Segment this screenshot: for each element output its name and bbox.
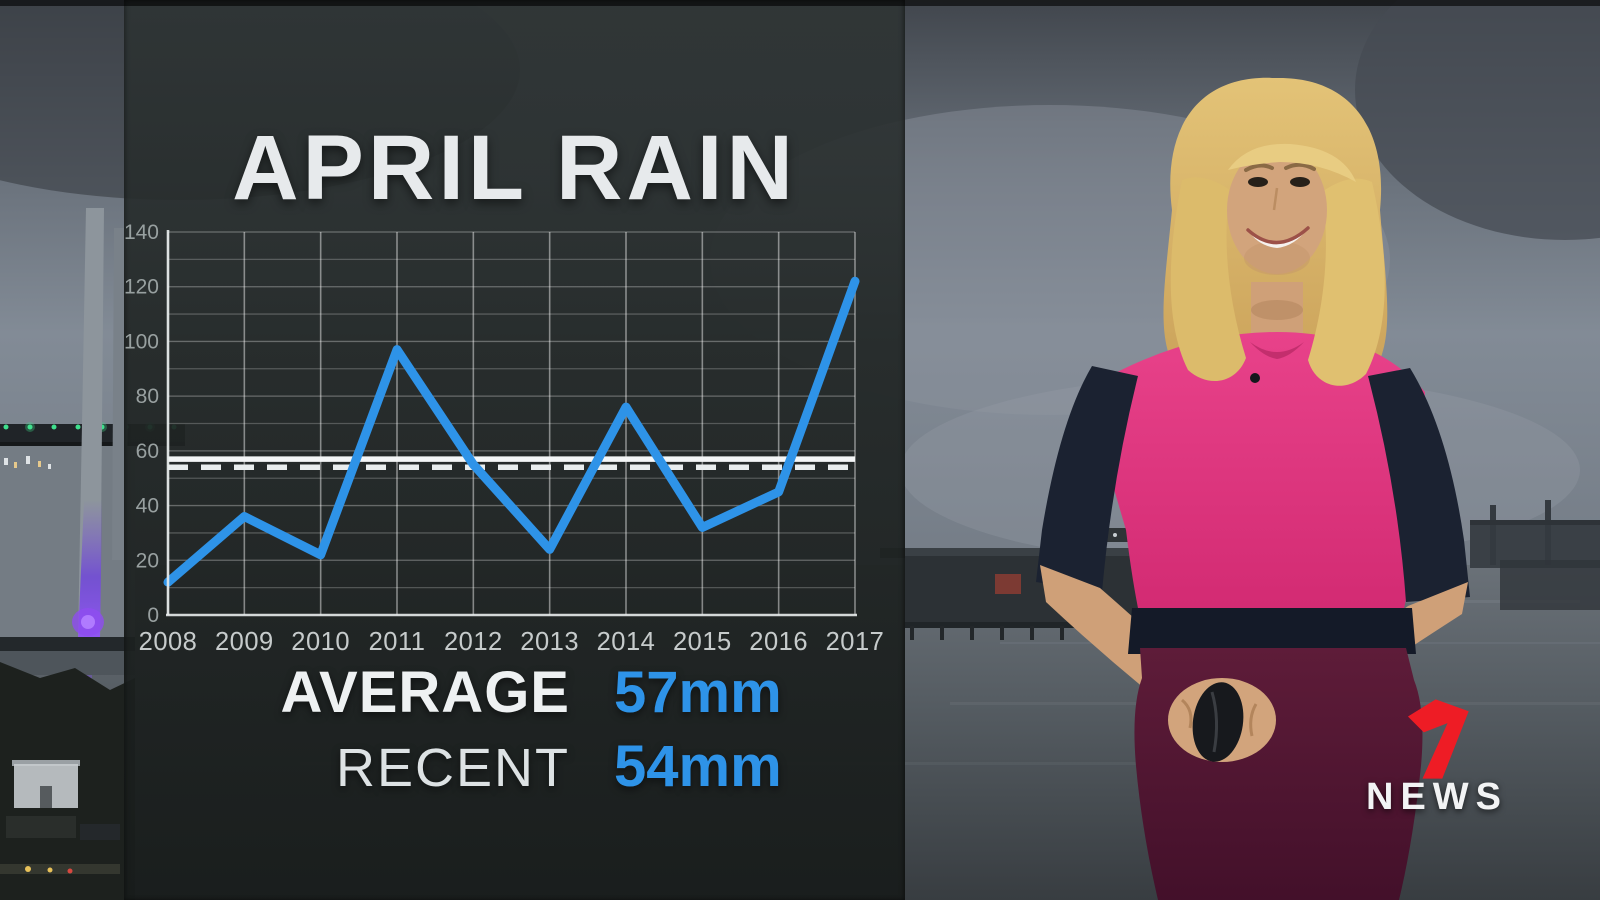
x-tick-label: 2015 <box>673 628 732 656</box>
purple-light-core <box>81 615 95 629</box>
average-label: AVERAGE <box>280 660 570 725</box>
y-tick-label: 60 <box>136 440 159 463</box>
y-tick-label: 80 <box>136 385 159 408</box>
skirt-waistband <box>1128 608 1416 654</box>
x-tick-label: 2011 <box>369 628 426 656</box>
average-value: 57mm <box>614 660 782 725</box>
y-tick-label: 40 <box>136 495 159 518</box>
weather-graphic-panel <box>124 0 905 900</box>
fingers <box>1180 698 1258 737</box>
y-tick-label: 120 <box>124 276 159 299</box>
rain-chart: 0 20 40 60 80 100 120 140 2008 2009 2010 2011 2012 20… <box>124 218 884 668</box>
seven-news-logo: NEWS <box>1352 672 1522 822</box>
rain-line-chart: 0 20 40 60 80 100 120 140 2008 2009 2010 2011 2012 20… <box>124 221 884 656</box>
clicker-highlight <box>1210 691 1219 753</box>
left-eye <box>1248 177 1268 187</box>
presenter-hair-left <box>1170 177 1246 382</box>
jaw-shading <box>1244 241 1310 275</box>
average-row: AVERAGE 57mm <box>124 664 905 722</box>
presenter-hair-right <box>1308 178 1385 386</box>
presenter-left-sleeve <box>1036 366 1138 592</box>
x-tick-label: 2009 <box>215 628 274 656</box>
foreground-shore <box>0 662 135 900</box>
eyebrows <box>1244 162 1316 172</box>
rain-stats: AVERAGE 57mm RECENT 54mm <box>124 664 905 796</box>
storm-cloud-right <box>1355 0 1600 240</box>
seven-glyph <box>1407 699 1469 779</box>
seven-network-7-icon <box>1404 694 1470 780</box>
x-tick-label: 2014 <box>597 628 656 656</box>
presenter-pink-top <box>1085 332 1425 618</box>
y-tick-label: 100 <box>124 330 159 353</box>
rainfall-series-line <box>163 276 860 587</box>
y-tick-label: 20 <box>136 549 159 572</box>
x-tick-label: 2016 <box>749 628 808 656</box>
x-tick-label: 2010 <box>291 628 350 656</box>
lapel-microphone-icon <box>1250 373 1260 383</box>
smile <box>1248 228 1308 248</box>
y-tick-label: 140 <box>124 221 159 244</box>
x-tick-label: 2013 <box>520 628 579 656</box>
distant-city-lights <box>4 456 51 469</box>
recent-label: RECENT <box>335 738 570 798</box>
neckline <box>1250 342 1304 359</box>
recent-row: RECENT 54mm <box>124 738 905 796</box>
road <box>0 864 120 874</box>
dock-edge-left <box>0 637 135 651</box>
x-tick-label: 2017 <box>826 628 885 656</box>
news-wordmark: NEWS <box>1366 776 1508 818</box>
nose <box>1272 187 1279 211</box>
x-tick-label: 2012 <box>444 628 503 656</box>
neck-shadow <box>1251 300 1303 320</box>
presenter-right-sleeve <box>1368 368 1470 602</box>
video-letterbox-edge <box>0 0 1600 6</box>
right-eye <box>1290 177 1310 187</box>
recent-value: 54mm <box>614 734 782 799</box>
presenter-bangs <box>1228 143 1356 182</box>
weather-presenter <box>1036 77 1470 900</box>
x-tick-label: 2008 <box>139 628 198 656</box>
pylon-purple-lighting <box>78 500 102 640</box>
dock-silhouette-right <box>1470 500 1600 610</box>
page-title: APRIL RAIN <box>232 117 797 219</box>
smile-lip-line <box>1246 226 1310 245</box>
y-tick-label: 0 <box>147 604 159 627</box>
